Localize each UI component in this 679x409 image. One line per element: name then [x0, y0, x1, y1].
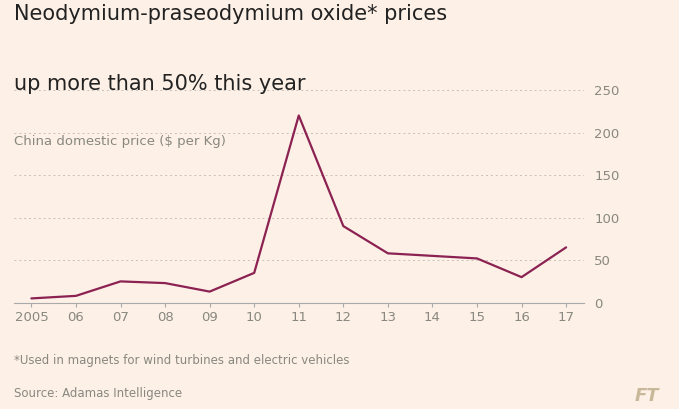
- Text: Source: Adamas Intelligence: Source: Adamas Intelligence: [14, 387, 182, 400]
- Text: Neodymium-praseodymium oxide* prices: Neodymium-praseodymium oxide* prices: [14, 4, 447, 24]
- Text: FT: FT: [634, 387, 659, 405]
- Text: up more than 50% this year: up more than 50% this year: [14, 74, 305, 94]
- Text: China domestic price ($ per Kg): China domestic price ($ per Kg): [14, 135, 225, 148]
- Text: *Used in magnets for wind turbines and electric vehicles: *Used in magnets for wind turbines and e…: [14, 354, 349, 367]
